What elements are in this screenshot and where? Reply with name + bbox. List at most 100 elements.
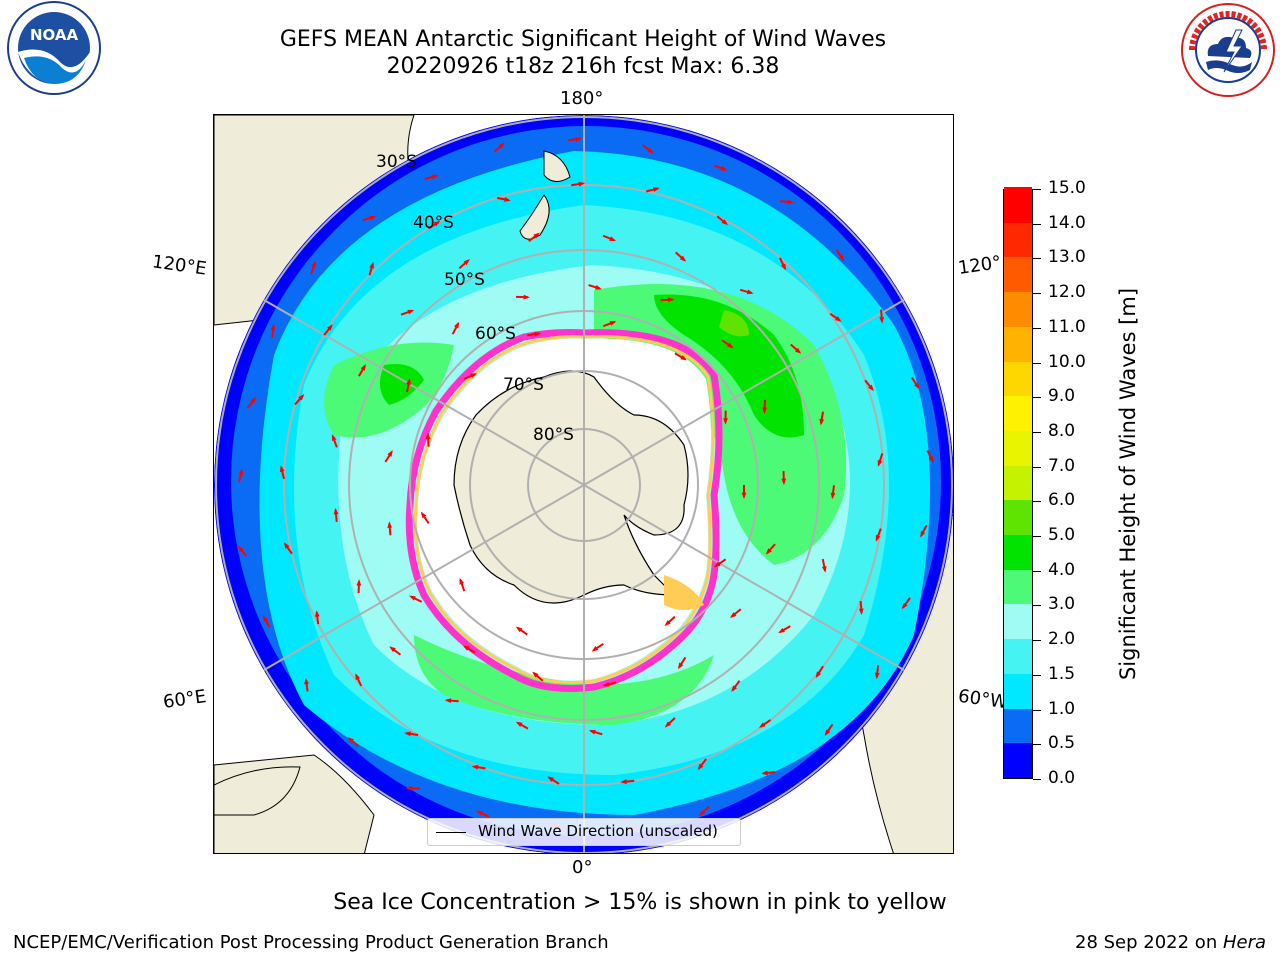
wave-direction-arrowhead bbox=[680, 355, 687, 361]
colorbar-segment bbox=[1004, 326, 1032, 362]
wave-direction-arrowhead bbox=[914, 382, 920, 390]
colorbar-tick-label: 13.0 bbox=[1048, 247, 1086, 268]
colorbar-tick-label: 1.5 bbox=[1048, 663, 1076, 684]
colorbar-segment bbox=[1004, 708, 1032, 744]
colorbar-tick-label: 15.0 bbox=[1048, 178, 1086, 198]
colorbar-segment bbox=[1004, 465, 1032, 501]
wave-direction-arrowhead bbox=[406, 378, 411, 385]
colorbar-segment bbox=[1004, 638, 1032, 674]
wave-direction-arrowhead bbox=[698, 809, 706, 817]
footer-credit: NCEP/EMC/Verification Post Processing Pr… bbox=[13, 932, 609, 953]
wave-direction-arrowhead bbox=[578, 181, 586, 187]
wave-direction-arrowhead bbox=[534, 331, 542, 337]
colorbar-segment bbox=[1004, 256, 1032, 293]
wave-direction-arrowhead bbox=[729, 612, 737, 619]
wave-direction-arrowhead bbox=[679, 255, 687, 262]
wave-direction-arrowhead bbox=[721, 219, 729, 226]
colorbar-tick-label: 0.5 bbox=[1048, 733, 1076, 754]
wave-direction-arrowhead bbox=[830, 492, 836, 500]
colorbar-tick-mark bbox=[1033, 327, 1041, 329]
wave-direction-arrowhead bbox=[652, 187, 660, 192]
colorbar-tick-label: 7.0 bbox=[1048, 455, 1076, 476]
wave-direction-arrowhead bbox=[238, 468, 244, 476]
wave-direction-arrowhead bbox=[731, 685, 737, 692]
colorbar-tick-mark bbox=[1033, 431, 1041, 433]
madagascar-land bbox=[214, 766, 301, 816]
wave-direction-arrowhead bbox=[647, 147, 654, 154]
wave-peak-east bbox=[654, 294, 804, 438]
wave-direction-arrowhead bbox=[433, 221, 441, 227]
colorbar-tick-mark bbox=[1033, 258, 1041, 260]
wave-direction-arrowhead bbox=[609, 321, 617, 326]
wind-wave-arrows bbox=[237, 136, 934, 832]
wave-direction-arrowhead bbox=[504, 197, 511, 202]
lon-label-60w: 60°W bbox=[956, 685, 1009, 714]
wave-direction-arrowhead bbox=[389, 646, 396, 653]
footer-date: 28 Sep 2022 on Hera bbox=[1075, 932, 1266, 953]
wave-direction-arrowhead bbox=[874, 672, 880, 680]
wave-direction-arrowhead bbox=[387, 521, 393, 528]
colorbar-tick-mark bbox=[1033, 779, 1041, 780]
wave-direction-arrowhead bbox=[720, 166, 728, 171]
wave-direction-arrowhead bbox=[920, 530, 926, 538]
lat-label-60s: 60°S bbox=[475, 324, 516, 344]
lat-label-70s: 70°S bbox=[503, 375, 544, 395]
wave-direction-arrowhead bbox=[304, 677, 309, 685]
wave-direction-arrowhead bbox=[532, 671, 539, 678]
wave-direction-arrowhead bbox=[901, 602, 908, 610]
wave-direction-arrowhead bbox=[250, 396, 257, 404]
lat-label-50s: 50°S bbox=[444, 270, 485, 290]
colorbar-tick-mark bbox=[1033, 223, 1041, 225]
chart-title: GEFS MEAN Antarctic Significant Height o… bbox=[279, 27, 887, 52]
wave-direction-arrowhead bbox=[602, 681, 610, 687]
sea-ice-caption: Sea Ice Concentration > 15% is shown in … bbox=[333, 890, 947, 915]
wave-direction-arrowhead bbox=[838, 254, 845, 262]
colorbar-tick-mark bbox=[1033, 709, 1041, 711]
wave-direction-arrowhead bbox=[387, 450, 393, 457]
colorbar-tick-mark bbox=[1033, 466, 1041, 468]
wave-direction-arrowhead bbox=[821, 566, 827, 573]
wave-direction-arrowhead bbox=[462, 645, 470, 651]
colorbar-segment bbox=[1004, 291, 1032, 327]
wave-direction-arrowhead bbox=[404, 731, 411, 737]
wave-direction-arrowhead bbox=[620, 779, 627, 784]
wave-direction-arrowhead bbox=[523, 294, 531, 300]
wave-direction-arrowhead bbox=[667, 297, 675, 303]
colorbar-segment bbox=[1004, 742, 1032, 778]
new-zealand-land bbox=[519, 150, 571, 240]
wave-direction-arrowhead bbox=[858, 608, 864, 616]
svg-text:NOAA: NOAA bbox=[30, 26, 79, 44]
colorbar-tick-label: 0.0 bbox=[1048, 768, 1076, 788]
graticule bbox=[215, 115, 953, 853]
wave-direction-arrowhead bbox=[463, 259, 470, 266]
wave-direction-arrowhead bbox=[781, 263, 786, 271]
noaa-logo: NOAA bbox=[7, 1, 101, 95]
colorbar-tick-label: 2.0 bbox=[1048, 629, 1076, 650]
sea-ice-edge bbox=[405, 329, 723, 692]
polar-map bbox=[214, 115, 953, 853]
colorbar-segment bbox=[1004, 534, 1032, 570]
colorbar-tick-label: 10.0 bbox=[1048, 351, 1086, 372]
wave-direction-arrowhead bbox=[331, 434, 337, 442]
map-legend: Wind Wave Direction (unscaled) bbox=[427, 818, 741, 846]
colorbar-segment bbox=[1004, 395, 1032, 431]
wave-direction-arrowhead bbox=[781, 478, 787, 486]
wave-direction-arrowhead bbox=[409, 595, 416, 601]
lon-label-180: 180° bbox=[560, 88, 604, 109]
lon-label-120w: 120° bbox=[956, 252, 1003, 279]
wave-direction-arrowhead bbox=[298, 394, 305, 401]
colorbar-tick-label: 6.0 bbox=[1048, 490, 1076, 511]
wave-direction-arrowhead bbox=[369, 261, 374, 269]
colorbar-tick-mark bbox=[1033, 605, 1041, 607]
colorbar-tick-label: 9.0 bbox=[1048, 386, 1076, 407]
wave-direction-arrowhead bbox=[765, 548, 772, 555]
wave-direction-arrowhead bbox=[588, 729, 596, 735]
wave-direction-arrowhead bbox=[262, 615, 268, 622]
wave-direction-arrowhead bbox=[356, 579, 362, 586]
footer-host: Hera bbox=[1222, 932, 1266, 953]
wave-direction-arrowhead bbox=[314, 610, 320, 617]
wave-direction-arrowhead bbox=[444, 698, 452, 704]
colorbar-tick-mark bbox=[1033, 189, 1041, 190]
wave-direction-arrowhead bbox=[664, 619, 671, 627]
colorbar-tick-mark bbox=[1033, 397, 1041, 399]
